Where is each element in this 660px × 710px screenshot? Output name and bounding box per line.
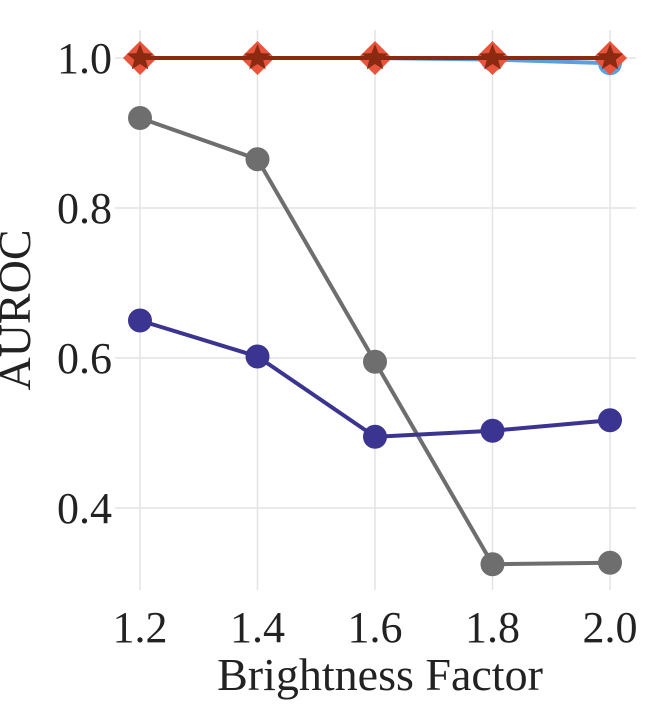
series-6 (126, 44, 624, 70)
x-tick-label: 1.2 (113, 603, 168, 652)
x-tick-labels: 1.2 1.4 1.6 1.8 2.0 (113, 603, 638, 652)
y-tick-label: 0.4 (57, 484, 112, 533)
y-tick-labels: 0.4 0.6 0.8 1.0 (57, 34, 112, 533)
data-point (245, 147, 270, 172)
data-point (128, 106, 152, 130)
data-point (363, 349, 387, 374)
data-point (596, 44, 624, 70)
vertical-gridlines (139, 30, 611, 590)
data-point (126, 44, 154, 70)
data-point (480, 418, 505, 443)
series-1 (128, 106, 622, 577)
series-layer (123, 41, 627, 577)
data-point (598, 408, 622, 433)
data-point (361, 44, 389, 70)
data-point (479, 44, 506, 70)
data-point (244, 44, 271, 70)
x-axis-title: Brightness Factor (217, 649, 543, 700)
y-tick-label: 1.0 (57, 34, 112, 83)
x-tick-label: 1.6 (348, 603, 403, 652)
x-tick-label: 1.8 (465, 603, 520, 652)
data-point (128, 308, 152, 333)
y-tick-label: 0.8 (57, 184, 112, 233)
series-2 (128, 308, 622, 449)
y-axis-title: AUROC (0, 229, 40, 390)
x-tick-label: 2.0 (583, 603, 638, 652)
data-point (245, 344, 270, 369)
y-tick-label: 0.6 (57, 334, 112, 383)
x-tick-label: 1.4 (230, 603, 285, 652)
data-point (363, 424, 387, 449)
data-point (598, 550, 622, 575)
data-point (480, 552, 505, 577)
